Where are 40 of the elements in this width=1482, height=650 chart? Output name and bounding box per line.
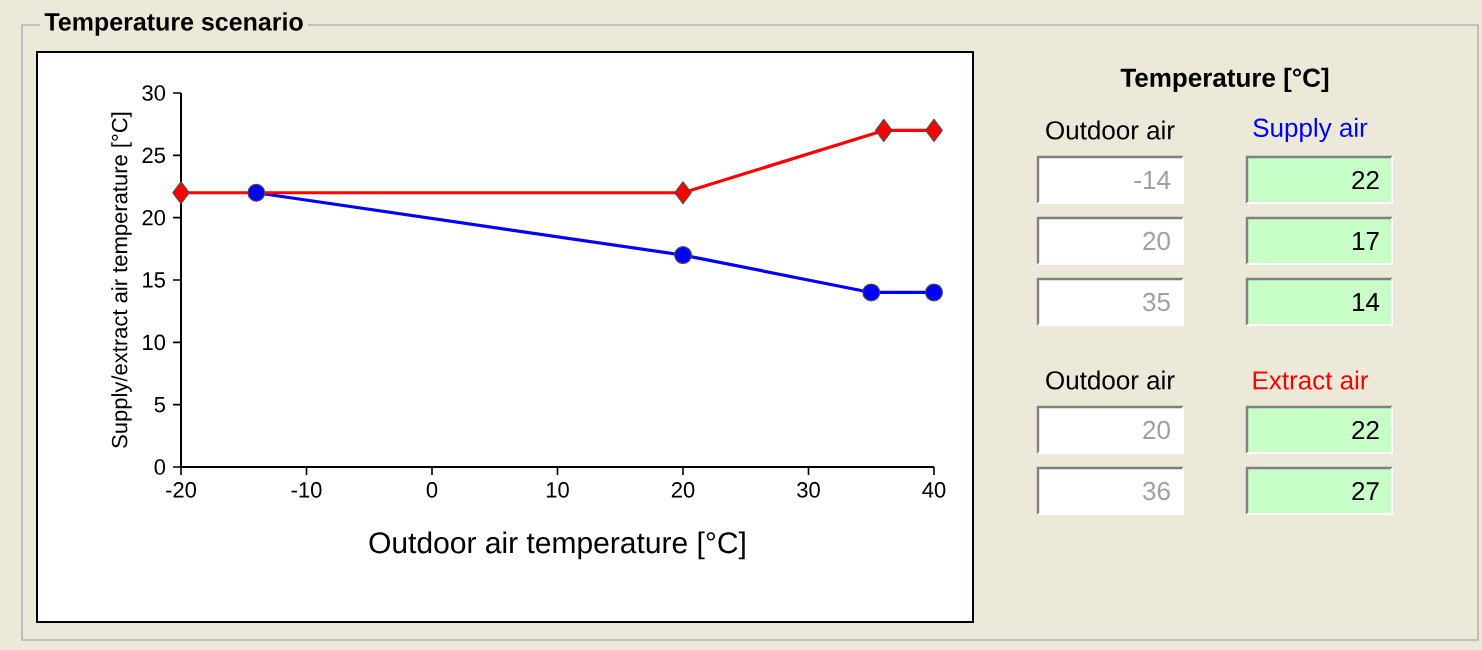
x-tick-label: 40 [922,482,946,498]
x-tick-label: 20 [671,482,695,498]
x-axis-title: Outdoor air temperature [°C] [369,531,745,560]
text: 27 [1352,481,1379,501]
y-axis-title: Supply/extract air temperature [°C] [111,112,132,448]
y-tick-label: 15 [143,272,165,288]
x-tick-label: 0 [426,482,438,498]
legend-title: Temperature [°C] [1120,67,1329,93]
text: 22 [1352,420,1379,440]
x-tick-label: 30 [797,482,820,498]
text: Outdoor air [1046,120,1175,140]
x-tick-label: -10 [291,482,322,498]
text: 20 [1143,231,1170,251]
x-tick-label: 10 [546,482,569,498]
point [925,283,943,302]
point [172,181,190,205]
y-tick-label: 20 [142,209,166,226]
point [925,118,943,143]
x-tick-label: -20 [166,482,197,498]
point [874,118,893,143]
text: 35 [1143,292,1170,312]
y-tick-label: 0 [154,459,166,475]
text: Outdoor air [1046,370,1175,390]
y-tick-label: 5 [154,397,165,413]
text: -14 [1134,171,1171,189]
point [247,183,266,202]
y-tick-label: 10 [143,334,166,351]
text: 14 [1353,293,1380,311]
text: 36 [1143,481,1170,501]
text: 17 [1353,232,1379,250]
y-tick-label: 30 [142,85,166,101]
text: Supply air [1253,117,1368,143]
text: 22 [1352,170,1379,190]
text: 20 [1143,420,1170,440]
y-tick-label: 25 [142,147,165,164]
text: Extract air [1253,370,1369,390]
point [862,283,881,302]
chart-title: Temperature scenario [44,12,303,36]
point [674,246,692,265]
point [674,181,692,205]
